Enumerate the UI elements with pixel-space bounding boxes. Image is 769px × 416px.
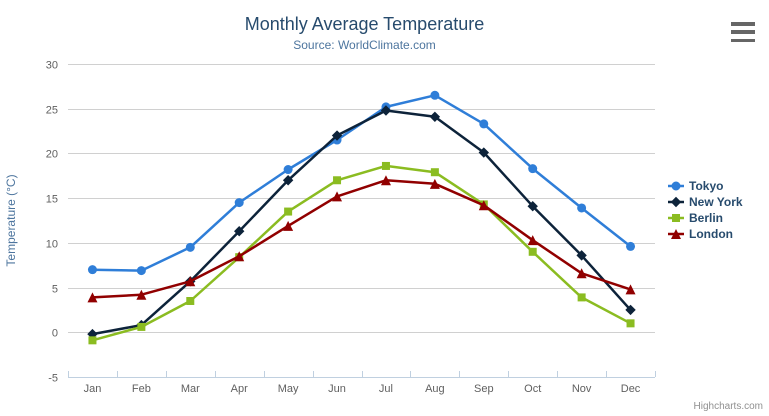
data-point-london[interactable] bbox=[234, 251, 245, 262]
chart-title: Monthly Average Temperature bbox=[244, 14, 485, 34]
x-axis-label: Jun bbox=[328, 383, 346, 395]
data-point-berlin[interactable] bbox=[381, 161, 390, 170]
series-tokyo bbox=[87, 90, 636, 276]
data-point-london[interactable] bbox=[625, 284, 636, 295]
triangle-marker-icon bbox=[668, 229, 684, 239]
data-point-berlin[interactable] bbox=[333, 176, 342, 185]
legend: Tokyo New York Berlin London bbox=[668, 178, 743, 242]
data-point-berlin[interactable] bbox=[430, 168, 439, 177]
data-point-london[interactable] bbox=[576, 268, 587, 279]
legend-label: London bbox=[689, 227, 733, 241]
series-line-tokyo bbox=[91, 94, 632, 272]
data-point-new-york[interactable] bbox=[625, 304, 636, 316]
diamond-marker-icon bbox=[668, 196, 684, 208]
legend-item-london[interactable]: London bbox=[668, 226, 743, 242]
x-axis-label: Feb bbox=[132, 383, 151, 395]
data-point-berlin[interactable] bbox=[528, 247, 537, 256]
y-axis-label: 15 bbox=[46, 194, 58, 206]
x-axis-label: Nov bbox=[572, 383, 592, 395]
series-london bbox=[87, 175, 636, 303]
data-point-tokyo[interactable] bbox=[185, 242, 195, 252]
data-point-new-york[interactable] bbox=[478, 147, 489, 158]
hamburger-menu-icon bbox=[731, 38, 755, 42]
data-point-berlin[interactable] bbox=[88, 336, 97, 345]
hamburger-menu-icon bbox=[731, 22, 755, 26]
data-point-new-york[interactable] bbox=[380, 105, 392, 116]
data-point-berlin[interactable] bbox=[284, 207, 293, 216]
data-point-london[interactable] bbox=[185, 276, 196, 287]
data-point-new-york[interactable] bbox=[576, 250, 587, 261]
chart-subtitle: Source: WorldClimate.com bbox=[293, 38, 436, 52]
legend-item-tokyo[interactable]: Tokyo bbox=[668, 178, 743, 194]
data-point-tokyo[interactable] bbox=[283, 165, 293, 175]
legend-label: Tokyo bbox=[689, 179, 724, 193]
export-menu-button[interactable] bbox=[729, 19, 757, 45]
x-axis-label: May bbox=[278, 383, 299, 395]
legend-item-new-york[interactable]: New York bbox=[668, 194, 743, 210]
data-point-london[interactable] bbox=[429, 178, 440, 189]
series-line-berlin bbox=[91, 164, 632, 342]
data-point-tokyo[interactable] bbox=[577, 203, 587, 213]
data-point-tokyo[interactable] bbox=[87, 265, 97, 275]
data-point-london[interactable] bbox=[527, 235, 538, 246]
y-axis-label: 10 bbox=[46, 239, 58, 251]
data-point-new-york[interactable] bbox=[429, 111, 441, 122]
x-axis-label: Oct bbox=[524, 383, 541, 395]
data-point-tokyo[interactable] bbox=[479, 119, 489, 129]
legend-label: New York bbox=[689, 195, 743, 209]
x-axis-label: Apr bbox=[231, 383, 248, 395]
y-axis-label: 5 bbox=[52, 284, 58, 296]
y-axis-label: -5 bbox=[48, 373, 58, 385]
data-point-berlin[interactable] bbox=[577, 293, 586, 302]
legend-item-berlin[interactable]: Berlin bbox=[668, 210, 743, 226]
y-axis-label: 20 bbox=[46, 149, 58, 161]
data-point-london[interactable] bbox=[332, 191, 343, 202]
data-point-london[interactable] bbox=[380, 175, 391, 186]
square-marker-icon bbox=[668, 214, 684, 222]
data-point-tokyo[interactable] bbox=[430, 90, 440, 100]
data-point-berlin[interactable] bbox=[186, 296, 195, 305]
data-point-new-york[interactable] bbox=[282, 175, 294, 186]
series-new-york bbox=[87, 105, 636, 340]
data-point-berlin[interactable] bbox=[137, 322, 146, 331]
data-point-london[interactable] bbox=[283, 220, 294, 231]
y-axis-label: 0 bbox=[52, 328, 58, 340]
data-point-tokyo[interactable] bbox=[136, 266, 146, 276]
x-axis-label: Jan bbox=[84, 383, 102, 395]
credits-link[interactable]: Highcharts.com bbox=[693, 401, 763, 412]
hamburger-menu-icon bbox=[731, 30, 755, 34]
data-point-london[interactable] bbox=[87, 292, 98, 303]
data-point-tokyo[interactable] bbox=[626, 241, 636, 251]
data-point-berlin[interactable] bbox=[626, 319, 635, 328]
data-point-new-york[interactable] bbox=[527, 200, 538, 212]
y-axis-title: Temperature (°C) bbox=[4, 174, 18, 266]
series-line-new-york bbox=[91, 109, 632, 336]
data-point-london[interactable] bbox=[136, 289, 147, 300]
y-axis-label: 25 bbox=[46, 105, 58, 117]
data-point-tokyo[interactable] bbox=[528, 164, 538, 174]
x-axis-label: Sep bbox=[474, 383, 494, 395]
series-line-london bbox=[91, 179, 632, 299]
data-point-london[interactable] bbox=[478, 200, 489, 211]
x-axis-label: Mar bbox=[181, 383, 200, 395]
data-point-new-york[interactable] bbox=[234, 226, 245, 237]
x-axis-label: Jul bbox=[379, 383, 393, 395]
legend-label: Berlin bbox=[689, 211, 724, 225]
circle-marker-icon bbox=[668, 181, 684, 191]
data-point-new-york[interactable] bbox=[331, 130, 343, 141]
x-axis-label: Dec bbox=[621, 383, 641, 395]
y-axis-label: 30 bbox=[46, 60, 58, 72]
data-point-tokyo[interactable] bbox=[234, 198, 244, 208]
x-axis-label: Aug bbox=[425, 383, 445, 395]
